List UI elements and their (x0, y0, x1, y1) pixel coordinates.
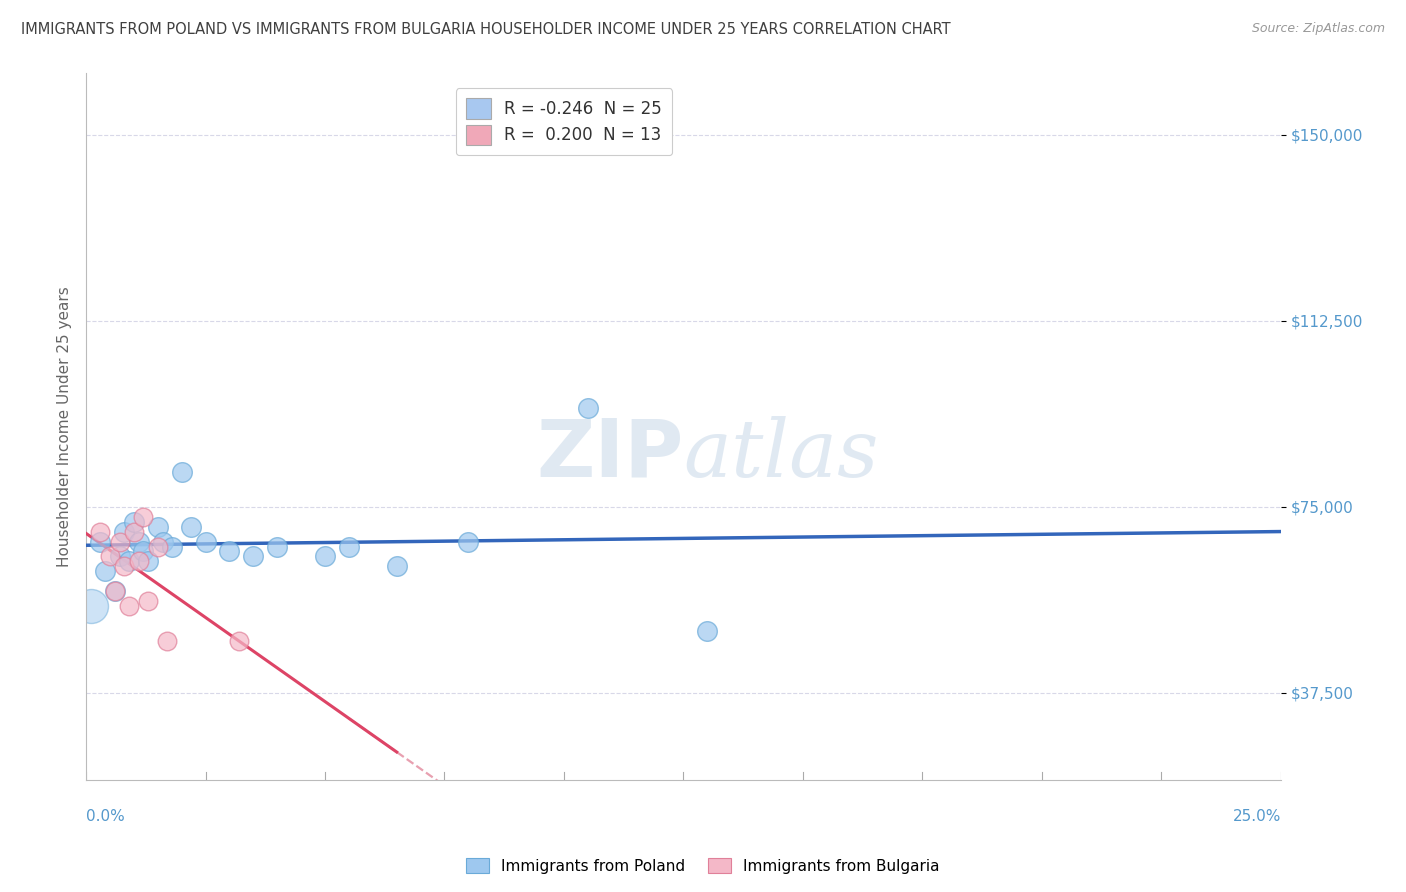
Point (118, 599, 141, 613)
Point (266, 540, 288, 554)
Point (136, 594, 159, 608)
Point (218, 544, 240, 558)
Point (104, 584, 127, 599)
Point (122, 524, 145, 539)
Legend: Immigrants from Poland, Immigrants from Bulgaria: Immigrants from Poland, Immigrants from … (460, 852, 946, 880)
Point (337, 540, 360, 554)
Point (146, 519, 169, 533)
Point (94, 564, 117, 578)
Point (89, 524, 111, 539)
Text: Source: ZipAtlas.com: Source: ZipAtlas.com (1251, 22, 1385, 36)
Point (385, 559, 408, 574)
Point (457, 534, 479, 549)
Point (132, 509, 155, 524)
Point (696, 624, 718, 638)
Point (128, 554, 150, 568)
Point (89, 534, 111, 549)
Text: 25.0%: 25.0% (1233, 809, 1281, 824)
Point (146, 540, 169, 554)
Point (112, 524, 135, 539)
Point (80, 599, 103, 613)
Point (98, 549, 121, 564)
Point (122, 515, 145, 529)
Point (194, 534, 217, 549)
Legend: R = -0.246  N = 25, R =  0.200  N = 13: R = -0.246 N = 25, R = 0.200 N = 13 (456, 88, 672, 155)
Point (156, 633, 179, 648)
Point (108, 534, 131, 549)
Text: 0.0%: 0.0% (86, 809, 125, 824)
Point (108, 549, 131, 564)
Text: IMMIGRANTS FROM POLAND VS IMMIGRANTS FROM BULGARIA HOUSEHOLDER INCOME UNDER 25 Y: IMMIGRANTS FROM POLAND VS IMMIGRANTS FRO… (21, 22, 950, 37)
Y-axis label: Householder Income Under 25 years: Householder Income Under 25 years (58, 286, 72, 566)
Point (228, 633, 250, 648)
Point (112, 559, 135, 574)
Point (118, 554, 141, 568)
Point (104, 584, 127, 599)
Text: atlas: atlas (683, 416, 879, 493)
Point (152, 534, 174, 549)
Text: ZIP: ZIP (536, 416, 683, 493)
Point (314, 549, 336, 564)
Point (136, 554, 159, 568)
Point (132, 544, 155, 558)
Point (160, 540, 183, 554)
Point (576, 401, 599, 415)
Point (170, 465, 193, 479)
Point (180, 519, 202, 533)
Point (242, 549, 264, 564)
Point (128, 534, 150, 549)
